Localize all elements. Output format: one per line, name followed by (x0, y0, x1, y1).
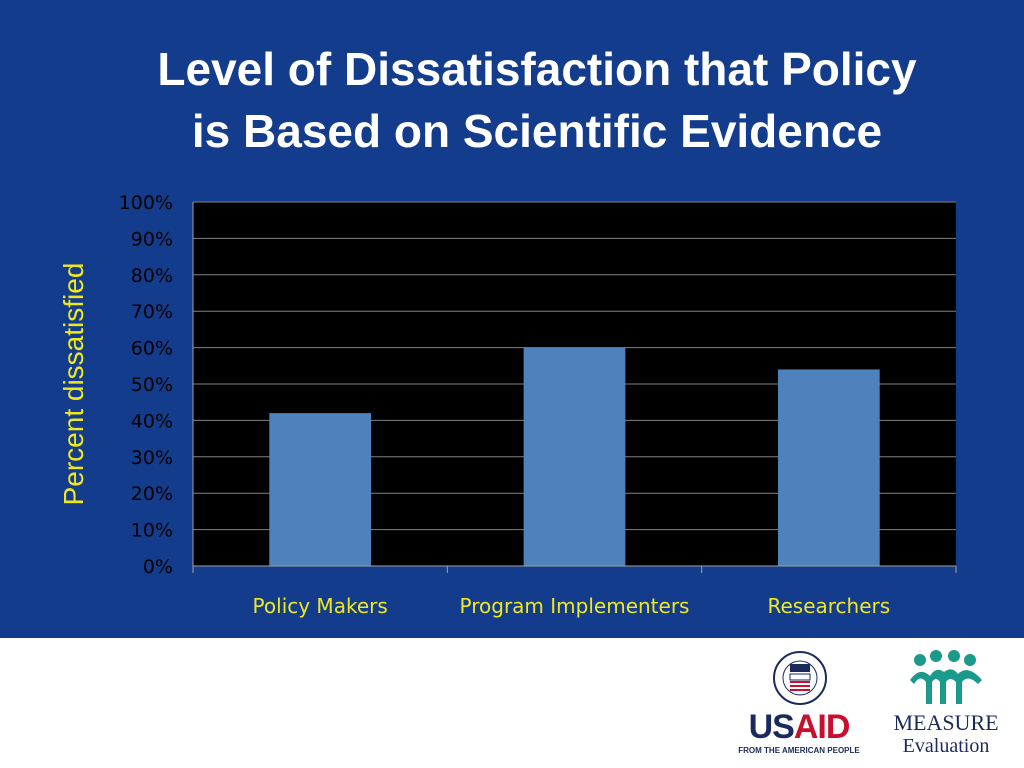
usaid-wordmark-aid: AID (793, 708, 851, 746)
chart-title-line-1: Level of Dissatisfaction that Policy (157, 43, 917, 95)
x-category-label: Program Implementers (460, 594, 690, 618)
measure-subtitle: Evaluation (902, 735, 990, 757)
y-tick-label: 0% (143, 556, 173, 578)
usaid-seal-icon (773, 651, 827, 705)
usaid-tagline: FROM THE AMERICAN PEOPLE (738, 746, 860, 755)
x-category-labels: Policy Makers Program Implementers Researc… (253, 594, 891, 618)
y-tick-label: 60% (131, 338, 173, 360)
bar-researchers (777, 369, 880, 566)
bar-chart: 0% 10% 20% 30% 40% 50% 60% 70% 80% 90% 100% Policy… (119, 192, 957, 618)
usaid-logo: USAID FROM THE AMERICAN PEOPLE (734, 648, 864, 760)
usaid-wordmark-us: US (748, 708, 795, 746)
measure-wordmark: MEASURE (893, 710, 999, 735)
people-group-icon (910, 650, 982, 704)
footer (0, 638, 1024, 768)
axes (192, 202, 957, 573)
bars (269, 347, 880, 566)
y-tick-labels: 0% 10% 20% 30% 40% 50% 60% 70% 80% 90% 100% (119, 192, 173, 578)
measure-evaluation-logo: MEASURE Evaluation (884, 650, 1008, 760)
y-tick-label: 80% (131, 265, 173, 287)
y-tick-label: 30% (131, 447, 173, 469)
y-tick-label: 100% (119, 192, 173, 214)
chart-title: Level of Dissatisfaction that Policy is … (60, 38, 1014, 162)
usaid-wordmark: USAID (734, 710, 864, 744)
y-tick-label: 20% (131, 483, 173, 505)
y-tick-label: 40% (131, 410, 173, 432)
y-tick-label: 70% (131, 301, 173, 323)
y-tick-label: 50% (131, 374, 173, 396)
x-category-label: Policy Makers (253, 594, 388, 618)
y-tick-label: 10% (131, 520, 173, 542)
x-category-label: Researchers (767, 594, 890, 618)
chart-title-line-2: is Based on Scientific Evidence (191, 105, 883, 157)
y-tick-label: 90% (131, 228, 173, 250)
bar-program-implementers (523, 347, 626, 566)
bar-policy-makers (269, 413, 372, 566)
